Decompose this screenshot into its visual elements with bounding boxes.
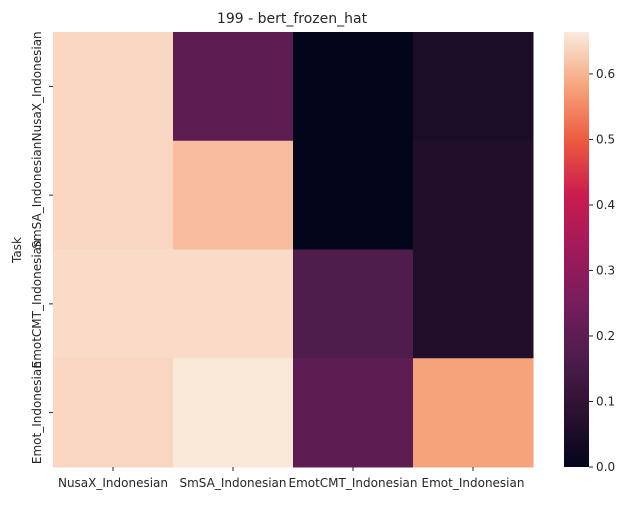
x-tick-label: SmSA_Indonesian — [180, 476, 287, 490]
colorbar-tick-label: 0.1 — [596, 394, 615, 408]
heatmap-cell — [293, 358, 414, 468]
heatmap-cell — [413, 140, 534, 250]
colorbar-tick-label: 0.4 — [596, 198, 615, 212]
heatmap-cell — [413, 249, 534, 359]
y-tick-label: SmSA_Indonesian — [30, 142, 44, 249]
heatmap-cell — [53, 140, 174, 250]
x-axis-ticks: NusaX_Indonesian SmSA_Indonesian EmotCMT_I… — [58, 467, 525, 490]
heatmap-cell — [173, 140, 294, 250]
x-tick-label: NusaX_Indonesian — [58, 476, 168, 490]
heatmap-cell — [173, 358, 294, 468]
heatmap-cell — [293, 249, 414, 359]
colorbar-tick-label: 0.0 — [596, 460, 615, 474]
heatmap-cell — [53, 358, 174, 468]
y-axis-label: Task — [10, 237, 24, 264]
x-tick-label: EmotCMT_Indonesian — [288, 476, 417, 490]
colorbar-tick-label: 0.3 — [596, 263, 615, 277]
y-tick-label: NusaX_Indonesian — [30, 31, 44, 141]
heatmap-cell — [173, 249, 294, 359]
colorbar-ticks: 0.0 0.1 0.2 0.3 0.4 0.5 0.6 — [589, 67, 615, 474]
heatmap-cells — [53, 32, 534, 468]
colorbar-tick-label: 0.5 — [596, 132, 615, 146]
heatmap-cell — [413, 32, 534, 142]
colorbar-tick-label: 0.2 — [596, 329, 615, 343]
heatmap-cell — [173, 32, 294, 142]
heatmap-cell — [293, 140, 414, 250]
heatmap-cell — [53, 32, 174, 142]
chart-title: 199 - bert_frozen_hat — [217, 11, 368, 27]
y-axis-ticks: NusaX_IndonesianSmSA_IndonesianEmotCMT_I… — [30, 31, 53, 464]
heatmap-cell — [53, 249, 174, 359]
colorbar-tick-label: 0.6 — [596, 67, 615, 81]
y-tick-label: Emot_Indonesian — [30, 361, 44, 464]
x-tick-label: Emot_Indonesian — [422, 476, 525, 490]
colorbar — [564, 32, 589, 467]
heatmap-cell — [293, 32, 414, 142]
heatmap-cell — [413, 358, 534, 468]
y-tick-label: EmotCMT_Indonesian — [30, 239, 44, 368]
